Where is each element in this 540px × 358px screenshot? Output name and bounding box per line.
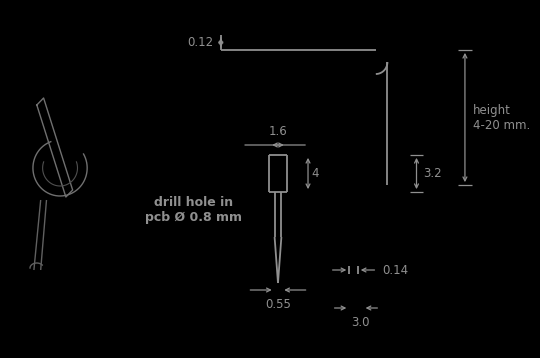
Text: 1.6: 1.6 — [268, 125, 287, 138]
Text: 4: 4 — [311, 167, 319, 180]
Text: 3.0: 3.0 — [352, 316, 370, 329]
Text: 3.2: 3.2 — [423, 167, 442, 180]
Text: 0.55: 0.55 — [265, 298, 291, 311]
Text: height
4-20 mm.: height 4-20 mm. — [472, 103, 530, 131]
Text: drill hole in
pcb Ø 0.8 mm: drill hole in pcb Ø 0.8 mm — [145, 196, 242, 224]
Text: 0.12: 0.12 — [187, 36, 213, 49]
Text: 0.14: 0.14 — [382, 263, 408, 276]
